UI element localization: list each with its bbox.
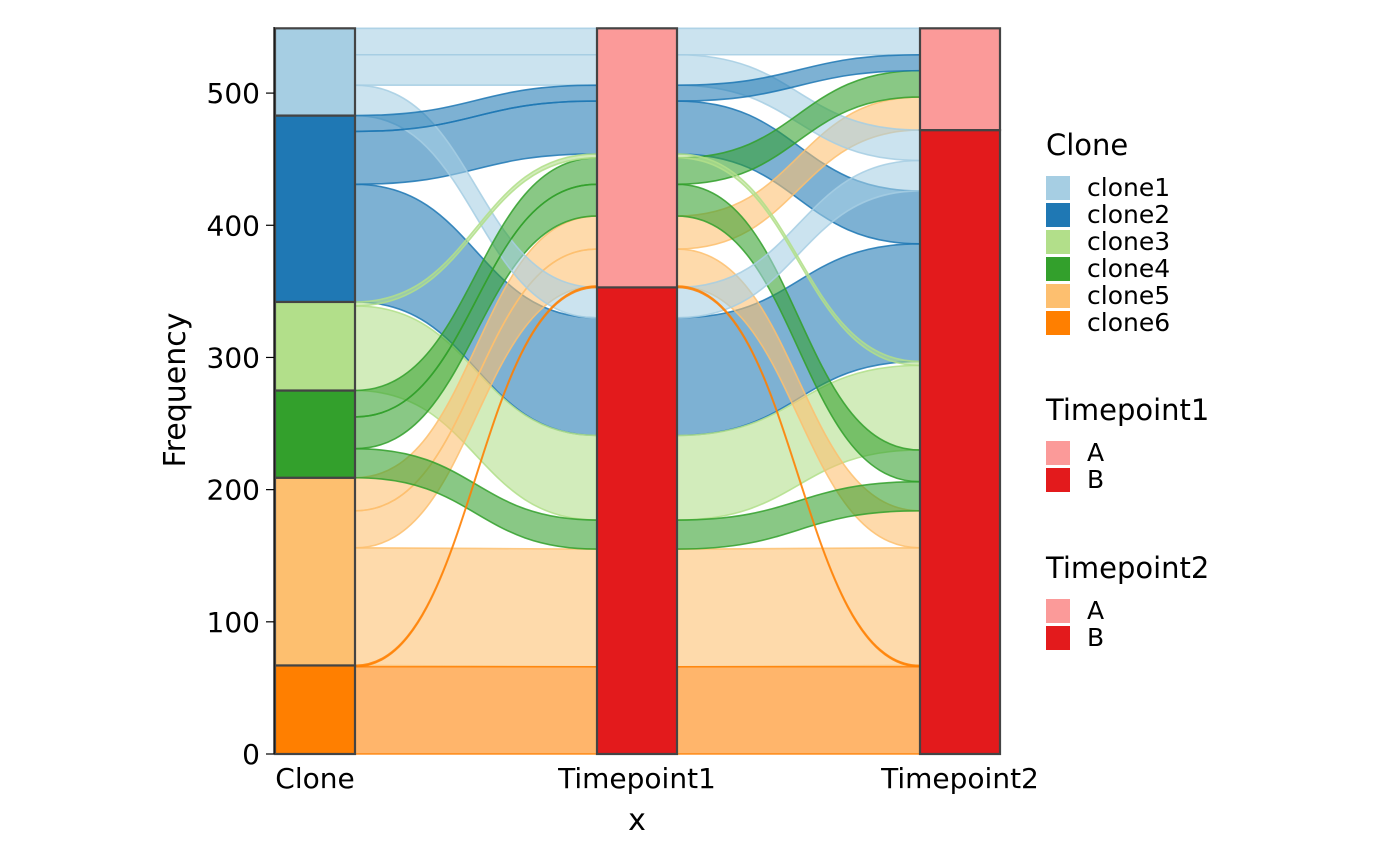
legend-label: A xyxy=(1087,596,1104,625)
x-axis-title: x xyxy=(628,803,646,838)
flow-clone6-B-B-seg1 xyxy=(354,665,598,755)
flow-clone1-A-A-seg2 xyxy=(676,27,921,56)
flows-layer xyxy=(354,27,921,755)
legend-swatch xyxy=(1046,626,1070,650)
stratum-clone-clone3 xyxy=(273,300,357,392)
legend-timepoint2: Timepoint2 AB xyxy=(1045,551,1209,652)
x-ticks: Clone Timepoint1 Timepoint2 xyxy=(275,762,1039,795)
legend-swatch xyxy=(1046,311,1070,335)
stratum-clone-clone1 xyxy=(273,27,357,117)
legend-label: clone1 xyxy=(1087,173,1170,202)
legend-label: B xyxy=(1087,623,1104,652)
flow-clone1-A-A-seg1 xyxy=(354,27,598,56)
legend-clone: Clone clone1clone2clone3clone4clone5clone… xyxy=(1046,128,1170,337)
legend-timepoint1: Timepoint1 AB xyxy=(1045,393,1209,494)
stratum-clone-clone5 xyxy=(273,476,357,667)
stratum-timepoint1-A xyxy=(595,27,679,289)
flow-clone1-A-B-seg1 xyxy=(354,53,598,86)
legend-label: clone2 xyxy=(1087,200,1170,229)
stratum-timepoint2-A xyxy=(918,27,1002,132)
stratum-timepoint2-B xyxy=(918,129,1002,756)
legend-swatch xyxy=(1046,468,1070,492)
x-tick-label: Clone xyxy=(275,762,354,795)
legend-swatch xyxy=(1046,230,1070,254)
flow-clone5-B-B-seg2 xyxy=(676,546,921,668)
flow-clone6-B-B-seg2 xyxy=(676,665,921,755)
legend-label: B xyxy=(1087,465,1104,494)
y-tick-label: 100 xyxy=(207,606,260,639)
legend-label: clone5 xyxy=(1087,281,1170,310)
legend-swatch xyxy=(1046,441,1070,465)
legend-swatch xyxy=(1046,599,1070,623)
x-tick-label: Timepoint1 xyxy=(557,762,716,795)
stratum-clone-clone4 xyxy=(273,389,357,479)
legend-label: clone3 xyxy=(1087,227,1170,256)
stratum-clone-clone2 xyxy=(273,114,357,304)
x-tick-label: Timepoint2 xyxy=(880,762,1039,795)
legend-title: Timepoint1 xyxy=(1045,393,1209,427)
stratum-clone-clone6 xyxy=(273,664,357,756)
legend: Clone clone1clone2clone3clone4clone5clone… xyxy=(1045,128,1209,652)
strata-layer xyxy=(273,27,1002,756)
legend-swatch xyxy=(1046,257,1070,281)
y-tick-label: 0 xyxy=(242,738,260,771)
legend-label: clone6 xyxy=(1087,308,1170,337)
legend-title: Clone xyxy=(1046,128,1128,162)
y-tick-label: 400 xyxy=(207,209,260,242)
y-ticks: 0 100 200 300 400 500 xyxy=(207,77,274,771)
stratum-timepoint1-B xyxy=(595,286,679,756)
legend-label: clone4 xyxy=(1087,254,1170,283)
y-axis-title: Frequency xyxy=(158,313,193,468)
y-tick-label: 500 xyxy=(207,77,260,110)
legend-swatch xyxy=(1046,284,1070,308)
y-tick-label: 300 xyxy=(207,341,260,374)
legend-swatch xyxy=(1046,176,1070,200)
legend-title: Timepoint2 xyxy=(1045,551,1209,585)
legend-label: A xyxy=(1087,438,1104,467)
y-tick-label: 200 xyxy=(207,474,260,507)
flow-clone5-B-B-seg1 xyxy=(354,546,598,668)
legend-swatch xyxy=(1046,203,1070,227)
